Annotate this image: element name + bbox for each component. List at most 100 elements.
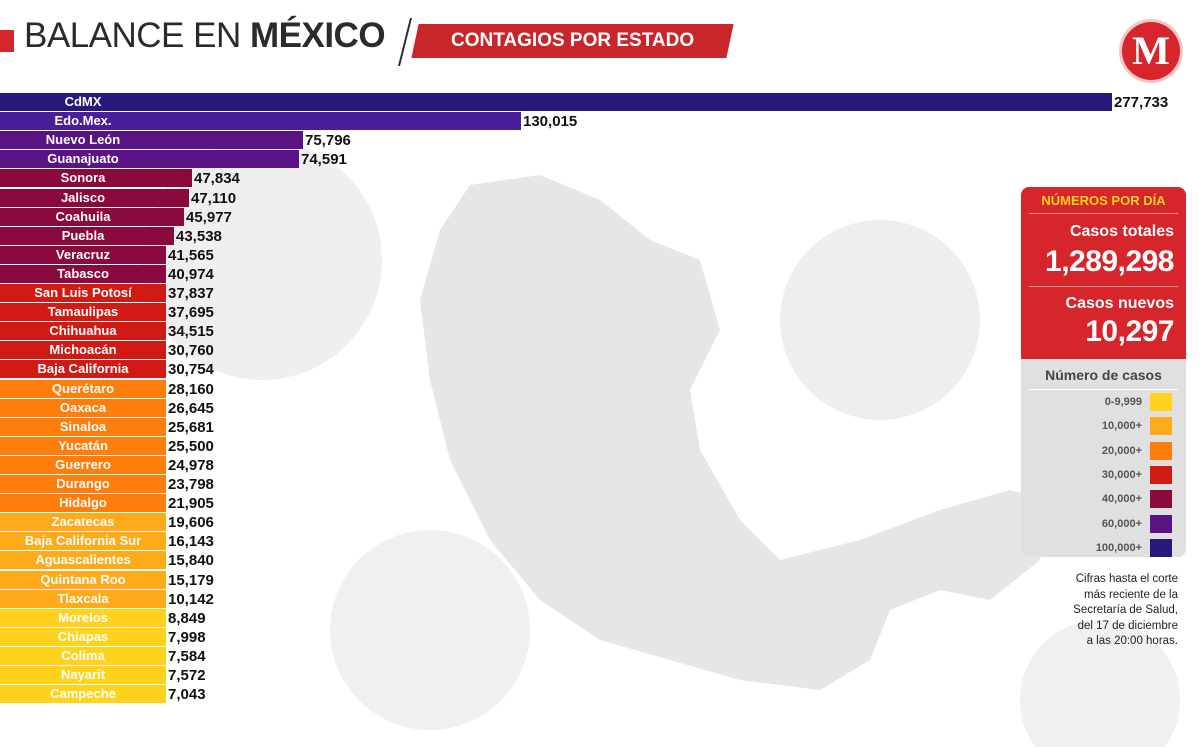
title-bold: MÉXICO [249, 16, 386, 55]
bar-category-label: Colima [61, 647, 105, 663]
legend-swatch [1150, 490, 1172, 509]
bar [0, 360, 166, 379]
bar [0, 341, 166, 360]
panel-title: NÚMEROS POR DÍA [1041, 193, 1166, 208]
bar-category-label: Baja California Sur [24, 533, 142, 549]
new-cases-label: Casos nuevos [1065, 295, 1174, 312]
bar [0, 226, 174, 245]
bar [0, 284, 166, 302]
bar [0, 570, 166, 589]
legend-swatch [1150, 441, 1172, 460]
color-legend: Número de casos 0-9,999 10,000+ 20,000+ 30,… [1021, 359, 1186, 557]
bar-value-label: 23,798 [168, 476, 214, 493]
bar [0, 475, 166, 493]
bar [0, 169, 192, 188]
bar-value-label: 30,760 [168, 342, 214, 360]
bar [0, 379, 166, 398]
bar-category-label: Sinaloa [59, 418, 107, 434]
note-line: a las 20:00 horas. [1086, 635, 1178, 647]
bar-value-label: 26,645 [168, 399, 214, 417]
bar [0, 112, 521, 131]
bar-value-label: 7,998 [168, 628, 206, 646]
legend-item: 30,000+ [1032, 465, 1172, 484]
bar-category-label: Hidalgo [59, 495, 107, 511]
bar-value-label: 25,681 [168, 418, 214, 436]
bar-value-label: 75,796 [305, 132, 351, 150]
bar [0, 627, 166, 646]
title-light: BALANCE EN [24, 16, 250, 55]
total-cases-label: Casos totales [1069, 223, 1174, 240]
bar [0, 551, 166, 570]
bar-category-label: Tlaxcala [57, 590, 109, 606]
legend-item-label: 10,000+ [1101, 420, 1142, 433]
legend-item-label: 40,000+ [1101, 493, 1142, 506]
bar [0, 131, 303, 150]
bar-category-label: Chiapas [57, 628, 109, 644]
legend-swatch [1150, 514, 1172, 533]
legend-swatch [1150, 393, 1172, 411]
bar-category-label: Yucatán [58, 437, 108, 453]
bar [0, 436, 166, 455]
legend-item: 20,000+ [1032, 441, 1172, 460]
bar-category-label: Guanajuato [47, 151, 119, 167]
bar-value-label: 37,695 [168, 304, 214, 322]
bar [0, 608, 166, 627]
bar-category-label: Morelos [58, 609, 108, 625]
bar-value-label: 8,849 [168, 609, 206, 627]
legend-item: 100,000+ [1032, 538, 1172, 557]
page-title: BALANCE EN MÉXICO [24, 16, 386, 55]
bar [0, 207, 184, 226]
bar [0, 93, 1112, 111]
bar-category-label: Michoacán [49, 342, 117, 358]
bar [0, 666, 166, 684]
bar-category-label: Jalisco [60, 189, 106, 205]
bar-category-label: Zacatecas [51, 514, 115, 530]
bar-category-label: Veracruz [55, 246, 111, 262]
bar [0, 322, 166, 341]
bar [0, 303, 166, 322]
legend-item: 60,000+ [1032, 514, 1172, 533]
new-cases-value: 10,297 [1085, 315, 1174, 348]
bar-category-label: Durango [56, 476, 110, 491]
bar-category-label: Querétaro [51, 380, 115, 396]
legend-item: 40,000+ [1032, 490, 1172, 509]
bar-category-label: Tabasco [57, 265, 109, 281]
bar-value-label: 43,538 [176, 227, 222, 245]
note-line: Secretaría de Salud, [1073, 604, 1178, 616]
bar-value-label: 74,591 [301, 151, 347, 169]
bar [0, 417, 166, 436]
source-note: Cifras hasta el corte más reciente de la… [1020, 572, 1178, 650]
bar-value-label: 40,974 [168, 265, 214, 283]
bar [0, 685, 166, 704]
bar-value-label: 7,572 [168, 667, 206, 684]
legend-item-label: 0-9,999 [1104, 396, 1142, 408]
bar [0, 245, 166, 264]
bar [0, 188, 189, 207]
bar [0, 398, 166, 417]
bar-category-label: Tamaulipas [47, 304, 119, 320]
bar-category-label: Baja California [37, 361, 129, 377]
bar [0, 455, 166, 474]
legend-item-label: 60,000+ [1101, 517, 1142, 530]
bar-category-label: Chihuahua [49, 323, 117, 339]
legend-swatch [1150, 465, 1172, 484]
bar-value-label: 7,584 [168, 647, 206, 665]
bar-value-label: 25,500 [168, 437, 214, 455]
bar-value-label: 24,978 [168, 456, 214, 474]
bar [0, 532, 166, 551]
bar-value-label: 34,515 [168, 323, 214, 341]
legend-title: Número de casos [1045, 367, 1162, 383]
bar-value-label: 37,837 [168, 285, 214, 302]
bar [0, 646, 166, 665]
bar-category-label: San Luis Potosí [34, 285, 132, 300]
bar-value-label: 7,043 [168, 686, 206, 704]
bar-category-label: Guerrero [55, 456, 111, 472]
note-line: Cifras hasta el corte [1075, 573, 1178, 585]
bar-value-label: 41,565 [168, 246, 214, 264]
bar-category-label: Oaxaca [59, 399, 107, 415]
bar-value-label: 47,834 [194, 170, 240, 188]
legend-item-label: 30,000+ [1101, 468, 1142, 481]
